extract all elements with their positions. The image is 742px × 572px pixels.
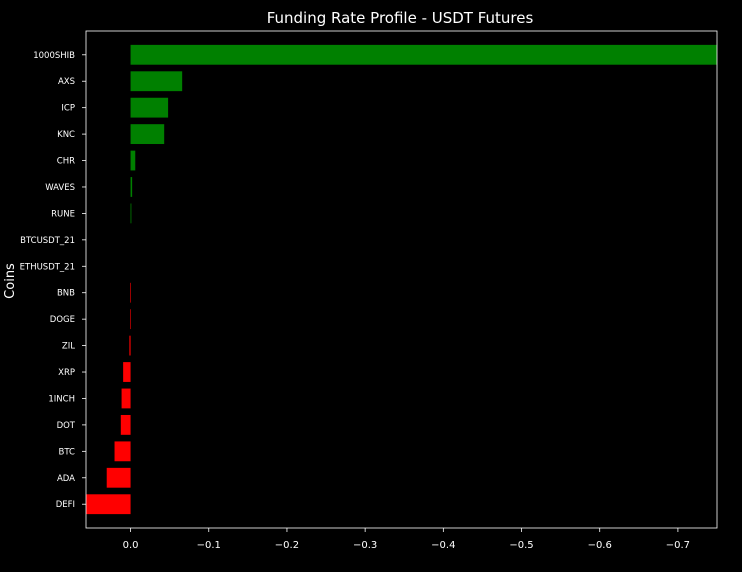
y-tick-label: AXS [58, 77, 75, 87]
bar-xrp [123, 362, 131, 382]
bar-1000shib [130, 44, 717, 65]
y-axis-label: Coins [3, 263, 18, 299]
bar-axs [130, 71, 183, 92]
y-axis: 1000SHIB AXS ICP KNC CHR WAVES RUNE BTCUSDT_21 E… [20, 51, 86, 510]
bar-chr [130, 150, 136, 171]
y-tick-label: KNC [57, 130, 75, 140]
x-tick-label: −0.7 [666, 540, 690, 551]
bar-bnb [130, 282, 131, 303]
x-axis: 0.0 −0.1 −0.2 −0.3 −0.4 −0.5 −0.6 −0.7 [123, 528, 690, 551]
chart-title: Funding Rate Profile - USDT Futures [267, 9, 534, 27]
y-tick-label: ADA [57, 474, 75, 484]
bar-zil [129, 335, 131, 356]
y-tick-label: BTC [59, 447, 76, 457]
y-tick-label: DOGE [50, 315, 75, 325]
x-tick-label: −0.5 [509, 540, 533, 551]
bar-waves [130, 177, 133, 197]
y-tick-label: DEFI [56, 500, 75, 510]
y-tick-label: ICP [61, 104, 75, 114]
bar-ada [106, 467, 131, 488]
y-tick-label: CHR [57, 157, 75, 167]
bar-icp [130, 97, 169, 118]
y-tick-label: 1INCH [48, 394, 75, 404]
bar-dot [120, 414, 131, 435]
y-tick-label: WAVES [45, 183, 75, 193]
plot-frame [85, 30, 718, 529]
y-tick-label: DOT [57, 421, 76, 431]
y-tick-label: ZIL [62, 342, 75, 352]
x-tick-label: 0.0 [123, 540, 139, 551]
bar-knc [130, 124, 165, 145]
x-tick-label: −0.2 [275, 540, 299, 551]
bar-1inch [121, 388, 131, 409]
bar-btc [114, 441, 131, 462]
x-tick-label: −0.1 [197, 540, 221, 551]
bar-defi [86, 494, 131, 515]
x-tick-label: −0.6 [588, 540, 612, 551]
y-tick-label: ETHUSDT_21 [20, 262, 75, 272]
x-tick-label: −0.3 [353, 540, 377, 551]
y-tick-label: 1000SHIB [33, 51, 75, 61]
x-tick-label: −0.4 [431, 540, 455, 551]
y-tick-label: XRP [58, 368, 75, 378]
y-tick-label: BTCUSDT_21 [20, 236, 75, 246]
y-tick-label: RUNE [51, 209, 75, 219]
bars-layer [86, 44, 717, 515]
y-tick-label: BNB [57, 289, 75, 299]
bar-doge [130, 309, 131, 330]
bar-rune [130, 203, 132, 224]
